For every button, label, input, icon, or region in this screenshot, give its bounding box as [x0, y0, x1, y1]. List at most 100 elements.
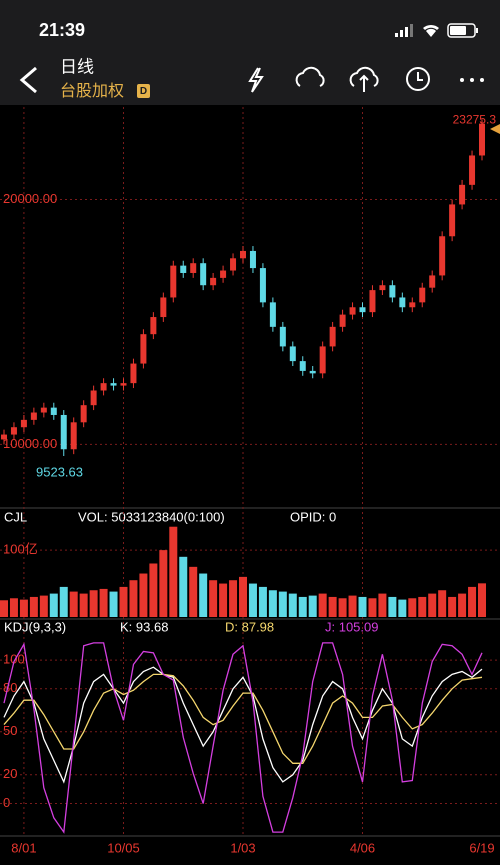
candle-body: [10, 427, 17, 435]
volume-bar: [0, 600, 8, 617]
volume-bar: [129, 580, 138, 617]
candle-body: [289, 346, 296, 362]
y-tick-label: 20: [3, 766, 17, 781]
candle-body: [190, 263, 197, 273]
candle-body: [459, 184, 466, 205]
volume-bar: [59, 586, 68, 617]
volume-bar: [159, 550, 168, 617]
candle-body: [269, 302, 276, 327]
badge-bg: [137, 84, 150, 98]
cloud-upload-button[interactable]: [349, 66, 379, 92]
candle-body: [369, 290, 376, 313]
candle-body: [80, 405, 87, 423]
volume-bar: [458, 593, 467, 617]
y-tick-label: 20000.00: [3, 191, 57, 206]
candle-body: [319, 346, 326, 374]
lightning-button[interactable]: [248, 67, 264, 93]
candle-body: [249, 250, 256, 269]
candle-body: [259, 268, 266, 303]
candle-body: [349, 307, 356, 315]
candle-body: [40, 407, 47, 413]
y-tick-label: 100亿: [3, 542, 38, 557]
candle-body: [90, 390, 97, 406]
candle-body: [439, 236, 446, 276]
volume-bar: [358, 596, 367, 617]
x-tick-label: 8/01: [11, 840, 36, 855]
volume-bar: [139, 573, 148, 617]
volume-bar: [179, 556, 188, 617]
x-tick-label: 10/05: [107, 840, 140, 855]
volume-bar: [49, 593, 58, 617]
x-tick-label: 4/06: [350, 840, 375, 855]
kdj-title: KDJ(9,3,3): [4, 619, 66, 634]
candle-body: [100, 383, 107, 391]
volume-bar: [119, 586, 128, 617]
volume-bar: [89, 590, 98, 617]
candle-body: [230, 258, 237, 271]
candle-body: [30, 412, 37, 420]
candle-body: [240, 250, 246, 259]
volume-bar: [288, 593, 297, 617]
kdj-line: [3, 666, 483, 784]
candle-body: [359, 307, 366, 313]
candle-body: [150, 317, 157, 335]
volume-bar: [109, 591, 118, 617]
volume-bar: [69, 591, 78, 617]
candle-body: [329, 326, 336, 347]
volume-bar: [278, 591, 287, 617]
volume-bar: [39, 595, 48, 617]
volume-bar: [149, 563, 158, 617]
candle-body: [299, 361, 306, 371]
volume-bar: [418, 596, 427, 617]
candle-body: [409, 302, 416, 308]
candle-body: [200, 263, 207, 286]
volume-bar: [79, 593, 88, 617]
header-subtitle: 台股加权: [60, 82, 124, 100]
candle-body: [220, 270, 227, 278]
volume-bar: [219, 583, 228, 617]
volume-bar: [19, 599, 28, 617]
candle-body: [170, 265, 177, 298]
history-button[interactable]: [406, 67, 430, 91]
volume-bar: [229, 580, 238, 617]
volume-bar: [189, 566, 198, 617]
candle-body: [110, 383, 117, 386]
volume-bar: [448, 596, 457, 617]
candle-body: [50, 407, 57, 415]
volume-bar: [388, 596, 397, 617]
y-tick-label: 50: [3, 723, 17, 738]
kdj-line: [3, 673, 483, 764]
k-label: K: 93.68: [120, 619, 168, 634]
kdj-line: [3, 642, 483, 834]
x-tick-label: 6/19: [469, 840, 494, 855]
candle-body: [389, 285, 396, 298]
cloud-sync-button[interactable]: [295, 66, 325, 87]
j-label: J: 105.09: [325, 619, 379, 634]
volume-bar: [328, 596, 337, 617]
volume-bar: [468, 586, 477, 617]
y-tick-label: 10000.00: [3, 436, 57, 451]
volume-bar: [248, 583, 257, 617]
candle-body: [449, 204, 456, 237]
candle-body: [20, 419, 27, 428]
volume-bar: [368, 598, 377, 617]
candle-body: [469, 155, 476, 185]
candle-body: [160, 297, 167, 318]
volume-bar: [478, 583, 486, 617]
volume-bar: [258, 586, 267, 617]
volume-bar: [378, 593, 387, 617]
candle-body: [210, 277, 217, 286]
candle-body: [379, 285, 386, 291]
more-button[interactable]: [460, 78, 484, 82]
x-tick-label: 1/03: [230, 840, 255, 855]
volume-bar: [9, 598, 18, 617]
candle-body: [1, 434, 7, 440]
volume-bar: [398, 599, 407, 617]
status-time: 21:39: [39, 20, 85, 40]
volume-bar: [428, 593, 437, 617]
badge: D: [140, 86, 147, 97]
y-tick-label: 100: [3, 652, 25, 667]
candle-body: [60, 414, 67, 450]
back-button[interactable]: [19, 66, 37, 94]
